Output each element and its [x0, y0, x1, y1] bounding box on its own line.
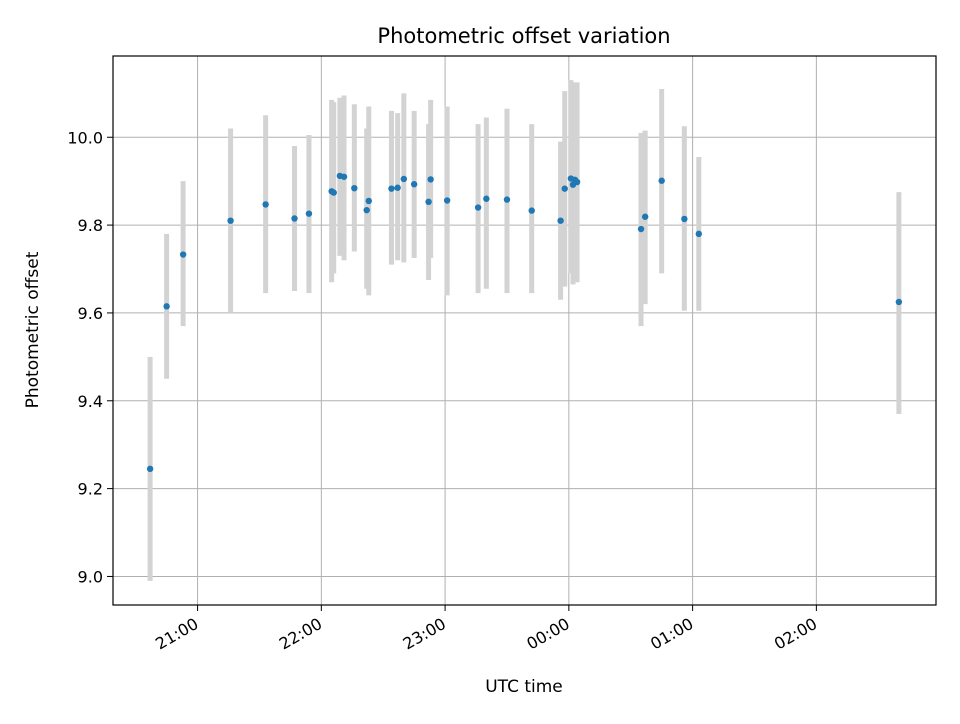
data-point [388, 185, 395, 192]
data-point [146, 465, 154, 473]
x-tick-label: 02:00 [771, 614, 820, 654]
data-point [365, 197, 372, 205]
data-point [573, 178, 581, 186]
data-point [227, 217, 234, 224]
x-tick-label: 00:00 [523, 614, 572, 654]
data-point [179, 251, 187, 258]
data-point [340, 173, 348, 180]
data-point [561, 185, 568, 192]
data-point [557, 217, 564, 224]
data-point [305, 210, 313, 217]
data-point [637, 225, 645, 233]
x-axis-ticks: 21:00 22:00 23:00 00:00 01:00 02:00 [152, 605, 820, 654]
y-tick-label: 10.0 [67, 128, 103, 147]
data-point [503, 196, 511, 203]
chart-title: Photometric offset variation [377, 24, 670, 48]
y-axis-ticks: 9.0 9.2 9.4 9.6 9.8 10.0 [67, 128, 113, 586]
x-axis-label: UTC time [485, 677, 563, 697]
y-tick-label: 9.6 [78, 304, 103, 323]
y-axis-label: Photometric offset [23, 251, 43, 408]
x-tick-label: 21:00 [152, 614, 201, 654]
data-point [394, 184, 401, 191]
data-point [474, 204, 482, 211]
data-point [695, 230, 702, 238]
data-point [483, 195, 490, 202]
data-point [163, 303, 170, 310]
grid-lines [113, 56, 936, 605]
y-tick-label: 9.4 [78, 392, 103, 411]
data-point [330, 189, 337, 196]
data-point [400, 175, 408, 183]
y-tick-label: 9.2 [78, 480, 103, 499]
y-tick-label: 9.8 [78, 216, 103, 235]
data-point [641, 213, 649, 220]
data-point [658, 177, 665, 184]
data-point [681, 215, 688, 223]
data-point [425, 198, 432, 206]
data-point [291, 215, 298, 222]
data-points [146, 172, 903, 473]
x-tick-label: 01:00 [647, 614, 696, 654]
data-point [351, 184, 358, 192]
data-point [443, 197, 451, 204]
x-tick-label: 22:00 [276, 614, 325, 654]
plot-frame [112, 55, 937, 606]
data-point [363, 206, 370, 214]
data-point [262, 201, 269, 208]
data-point [528, 207, 535, 214]
data-point [410, 181, 418, 188]
data-point [427, 176, 434, 183]
y-tick-label: 9.0 [78, 567, 103, 586]
error-bars [147, 80, 902, 581]
x-tick-label: 23:00 [400, 614, 449, 654]
data-point [895, 298, 903, 306]
